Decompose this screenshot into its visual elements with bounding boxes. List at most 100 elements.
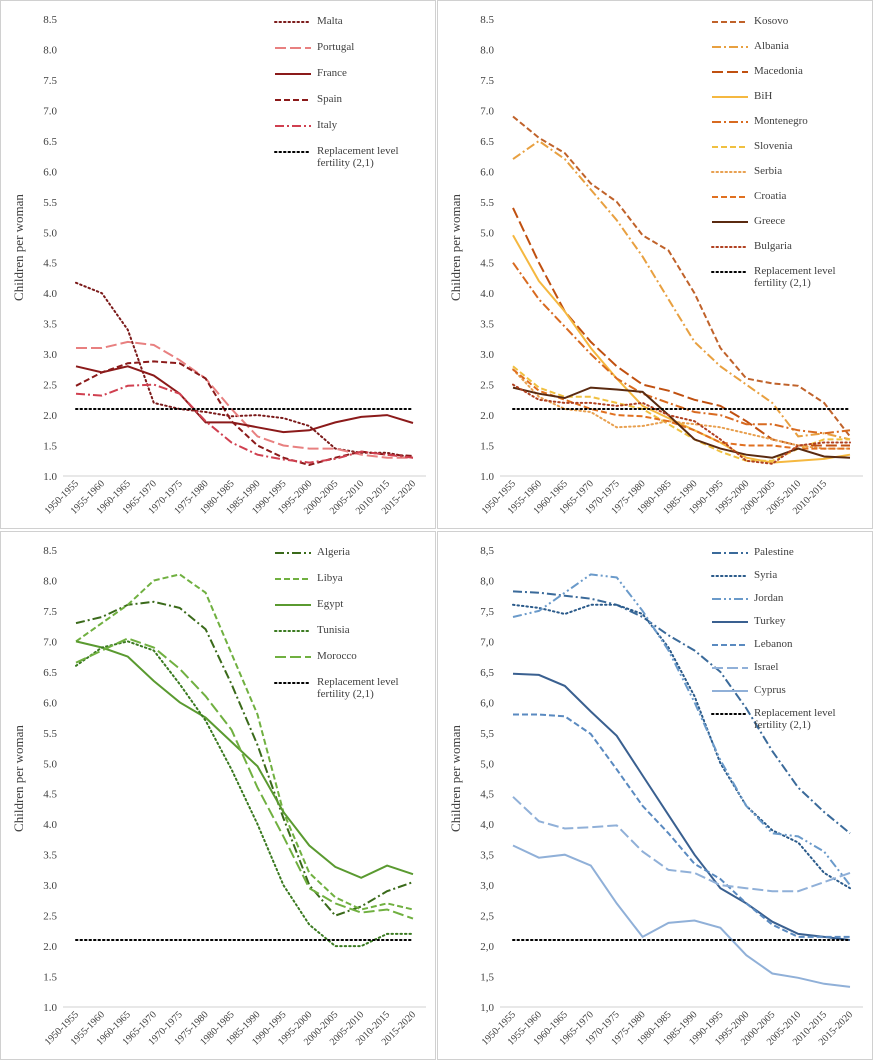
series-line bbox=[512, 386, 851, 459]
series-line bbox=[512, 603, 851, 890]
y-tick-label: 1.5 bbox=[43, 441, 57, 453]
legend-label: Portugal bbox=[317, 41, 355, 53]
legend-swatch bbox=[275, 73, 311, 75]
y-tick-label: 1.0 bbox=[43, 471, 57, 483]
series-line bbox=[75, 640, 414, 948]
legend-item: Albania bbox=[710, 40, 860, 52]
chart: 1.0 1.5 2.0 2.5 3.0 3.5 4.0 4.5 5.0 5.5 6.0 6.5 7.0 7… bbox=[11, 545, 426, 1048]
y-tick-label: 6.0 bbox=[43, 697, 57, 709]
series-line bbox=[512, 365, 850, 462]
legend-label: Turkey bbox=[754, 615, 786, 627]
legend-label: Morocco bbox=[317, 650, 357, 662]
legend-swatch bbox=[712, 552, 748, 554]
legend-swatch bbox=[275, 552, 311, 554]
legend-item: Kosovo bbox=[710, 15, 860, 27]
legend-item: Replacement level fertility (2,1) bbox=[273, 676, 423, 700]
series-line bbox=[75, 637, 414, 920]
legend-item: Spain bbox=[273, 93, 423, 105]
y-tick-label: 8.0 bbox=[43, 575, 57, 587]
legend-item: Macedonia bbox=[710, 65, 860, 77]
y-tick-label: 2.5 bbox=[43, 911, 57, 923]
legend-label: Albania bbox=[754, 40, 789, 52]
y-tick-label: 3.0 bbox=[480, 349, 494, 361]
legend: Malta Portugal France Spain Italy Replacement… bbox=[273, 15, 423, 169]
legend-swatch bbox=[711, 171, 749, 173]
legend-item: Malta bbox=[273, 15, 423, 27]
legend-item: Syria bbox=[710, 569, 860, 581]
legend-swatch bbox=[711, 575, 749, 577]
legend-item: Jordan bbox=[710, 592, 860, 604]
y-tick-label: 5.0 bbox=[43, 758, 57, 770]
y-tick-label: 6.5 bbox=[43, 667, 57, 679]
y-tick-label: 5,5 bbox=[480, 728, 494, 740]
y-tick-label: 1.5 bbox=[43, 972, 57, 984]
legend-label: BiH bbox=[754, 90, 773, 102]
legend-label: Tunisia bbox=[317, 624, 350, 636]
chart-panel: 1.0 1.5 2.0 2.5 3.0 3.5 4.0 4.5 5.0 5.5 6.0 6.5 7.0 7… bbox=[0, 0, 436, 529]
legend-swatch bbox=[274, 630, 312, 632]
series-line bbox=[75, 281, 414, 459]
legend-label: Spain bbox=[317, 93, 343, 105]
series-line bbox=[512, 139, 851, 441]
legend-item: Israel bbox=[710, 661, 860, 673]
y-tick-label: 8.5 bbox=[43, 545, 57, 557]
series-line bbox=[76, 340, 413, 459]
legend-item: Turkey bbox=[710, 615, 860, 627]
y-tick-label: 2,0 bbox=[480, 941, 494, 953]
series-line bbox=[513, 713, 850, 938]
series-line bbox=[512, 590, 851, 835]
y-tick-label: 1.0 bbox=[43, 1002, 57, 1014]
y-tick-label: 3.5 bbox=[43, 850, 57, 862]
y-axis-label: Children per woman bbox=[448, 725, 463, 832]
y-tick-label: 4,5 bbox=[480, 789, 494, 801]
legend-label: Slovenia bbox=[754, 140, 793, 152]
series-line bbox=[512, 383, 851, 465]
y-tick-label: 4,0 bbox=[480, 819, 494, 831]
y-tick-label: 3.5 bbox=[43, 319, 57, 331]
y-tick-label: 7.5 bbox=[43, 606, 57, 618]
series-line bbox=[512, 672, 851, 941]
legend: Algeria Libya Egypt Tunisia Morocco Replaceme… bbox=[273, 546, 423, 700]
legend-swatch bbox=[275, 47, 311, 49]
y-tick-label: 3.0 bbox=[43, 880, 57, 892]
legend-swatch bbox=[712, 21, 748, 23]
y-tick-label: 4.0 bbox=[43, 288, 57, 300]
y-tick-label: 1,0 bbox=[480, 1002, 494, 1014]
y-tick-label: 4.0 bbox=[43, 819, 57, 831]
y-tick-label: 8,5 bbox=[480, 545, 494, 557]
series-line bbox=[75, 573, 414, 911]
legend-item: Italy bbox=[273, 119, 423, 131]
y-tick-label: 5.5 bbox=[43, 728, 57, 740]
legend: Palestine Syria Jordan Turkey Lebanon Israel C… bbox=[710, 546, 860, 731]
legend-item: Algeria bbox=[273, 546, 423, 558]
y-tick-label: 1.5 bbox=[480, 441, 494, 453]
legend-swatch bbox=[712, 621, 748, 623]
legend-swatch bbox=[275, 578, 311, 580]
y-tick-label: 7.0 bbox=[480, 105, 494, 117]
y-tick-label: 2.0 bbox=[43, 410, 57, 422]
legend-swatch bbox=[712, 598, 748, 600]
legend-label: Croatia bbox=[754, 190, 787, 202]
legend-item: Tunisia bbox=[273, 624, 423, 636]
y-tick-label: 3,0 bbox=[480, 880, 494, 892]
legend-item: Serbia bbox=[710, 165, 860, 177]
y-tick-label: 4.5 bbox=[43, 789, 57, 801]
legend-swatch bbox=[712, 46, 748, 48]
chart: 1,0 1,5 2,0 2,5 3,0 3,5 4,0 4,5 5,0 5,5 6,0 6,5 7,0 7… bbox=[448, 545, 863, 1048]
legend-swatch bbox=[274, 682, 312, 684]
y-tick-label: 5.0 bbox=[43, 227, 57, 239]
y-tick-label: 8.5 bbox=[480, 14, 494, 26]
legend-swatch bbox=[712, 96, 748, 98]
y-tick-label: 2,5 bbox=[480, 911, 494, 923]
legend-swatch bbox=[712, 667, 748, 669]
y-axis-label: Children per woman bbox=[11, 194, 26, 301]
y-tick-label: 7.5 bbox=[480, 75, 494, 87]
y-tick-label: 2.0 bbox=[43, 941, 57, 953]
legend-item: Portugal bbox=[273, 41, 423, 53]
y-tick-label: 2.0 bbox=[480, 410, 494, 422]
legend-label: Egypt bbox=[317, 598, 344, 610]
chart-panel: 1,0 1,5 2,0 2,5 3,0 3,5 4,0 4,5 5,0 5,5 6,0 6,5 7,0 7… bbox=[437, 531, 873, 1060]
y-tick-label: 7,0 bbox=[480, 636, 494, 648]
series-line bbox=[75, 640, 414, 879]
legend-item: Egypt bbox=[273, 598, 423, 610]
